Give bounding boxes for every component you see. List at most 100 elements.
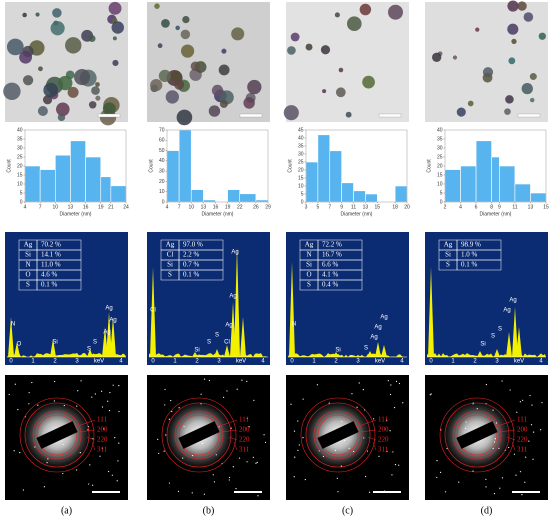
- y-tick-label: 45: [298, 127, 304, 133]
- particle: [287, 46, 296, 55]
- saed-spot: [398, 464, 400, 466]
- x-tick-label: 22: [237, 204, 243, 210]
- saed-leader: [506, 436, 516, 441]
- x-tick-label: 5: [316, 204, 319, 210]
- saed-spot: [293, 476, 295, 478]
- particle: [161, 18, 170, 28]
- saed-leader: [228, 436, 238, 441]
- bar: [39, 169, 56, 203]
- particle: [521, 82, 533, 95]
- saed-spot: [228, 479, 230, 481]
- eds-peak: [494, 349, 500, 357]
- saed-spot: [246, 461, 248, 463]
- eds-element: Cl: [167, 251, 174, 259]
- saed-index: 220: [239, 436, 250, 444]
- eds-peak: [240, 317, 246, 357]
- bar: [190, 189, 204, 203]
- eds-peak-label: Ag: [225, 323, 232, 329]
- saed-spot: [256, 461, 258, 464]
- particle: [95, 82, 100, 87]
- eds-peak-label: S: [364, 346, 368, 352]
- saed-spot: [356, 406, 358, 408]
- x-tick-label: 7: [328, 204, 331, 210]
- saed-spot: [241, 379, 243, 381]
- particle: [180, 29, 191, 40]
- x-tick-label: 8: [490, 204, 493, 210]
- eds-axis-label: 1: [173, 359, 177, 365]
- eds-peak-label: Ag: [503, 308, 510, 314]
- bar: [85, 156, 102, 203]
- y-tick-label: 20: [159, 179, 165, 185]
- saed-spot: [238, 457, 241, 459]
- y-tick-label: 5: [20, 190, 23, 196]
- y-tick-label: 30: [17, 145, 23, 151]
- x-tick-label: 16: [213, 204, 219, 210]
- eds-peak: [506, 332, 512, 357]
- saed-spot: [294, 456, 296, 458]
- saed-spot: [492, 447, 494, 450]
- saed-spot: [77, 390, 79, 392]
- saed-spot: [252, 456, 254, 458]
- particle: [211, 84, 224, 97]
- eds-peak-label: Ag: [374, 325, 381, 331]
- saed-index: 311: [517, 446, 528, 454]
- eds-peak-label: Ag: [105, 306, 112, 312]
- saed-spot: [476, 408, 478, 410]
- saed-spot: [157, 438, 159, 440]
- eds-peak: [106, 312, 112, 357]
- bar: [100, 176, 112, 203]
- saed-spot: [14, 383, 16, 385]
- panel-label: (d): [481, 505, 493, 516]
- particle: [22, 75, 34, 86]
- y-tick-label: 20: [437, 163, 443, 169]
- eds-peak-label: N: [11, 322, 15, 328]
- saed-ring: [452, 410, 502, 460]
- eds-axis-label: 0: [151, 359, 155, 365]
- eds-axis-label: 3: [495, 359, 499, 365]
- y-tick-label: 25: [17, 154, 23, 160]
- particle: [154, 3, 160, 9]
- eds-peak: [110, 317, 116, 357]
- bar: [54, 154, 71, 203]
- saed-spot: [353, 450, 355, 453]
- eds-axis-label: keV: [514, 359, 524, 365]
- x-tick-label: 18: [392, 204, 398, 210]
- saed-index: 111: [517, 416, 527, 424]
- saed-spot: [177, 490, 180, 493]
- eds-peak-label: S: [491, 334, 495, 340]
- saed-spot: [34, 446, 36, 448]
- saed-spot: [337, 491, 339, 493]
- saed-spot: [200, 393, 202, 395]
- eds-axis-label: 4: [261, 359, 265, 365]
- saed-spot: [532, 431, 535, 433]
- saed-leader: [511, 441, 516, 451]
- eds-peak-label: S: [498, 327, 502, 333]
- saed-spot: [389, 430, 391, 432]
- y-tick-label: 10: [298, 183, 304, 189]
- saed-spot: [79, 452, 81, 454]
- eds-axis-label: 2: [195, 359, 199, 365]
- saed-spot: [458, 481, 460, 483]
- particle: [507, 0, 519, 12]
- saed-spot: [114, 436, 116, 439]
- scale-bar: [92, 491, 120, 493]
- saed-spot: [246, 417, 248, 419]
- eds-axis-label: 2: [334, 359, 338, 365]
- saed-spot: [168, 418, 170, 420]
- plot-frame: [305, 129, 408, 203]
- tem-image: [425, 2, 548, 122]
- saed-spot: [515, 474, 517, 476]
- eds-axis-label: 4: [119, 359, 123, 365]
- eds-noise: [149, 353, 268, 357]
- saed-spot: [17, 409, 19, 411]
- y-tick-label: 0: [20, 199, 23, 205]
- particle: [219, 99, 228, 108]
- saed-spot: [116, 480, 118, 482]
- y-tick-label: 30: [298, 151, 304, 157]
- eds-cell: [36, 279, 82, 291]
- saed-spot: [501, 477, 504, 479]
- y-tick-label: 40: [298, 135, 304, 141]
- saed-ring: [24, 402, 90, 468]
- saed-spot: [200, 403, 202, 405]
- panel-label: (c): [342, 505, 353, 516]
